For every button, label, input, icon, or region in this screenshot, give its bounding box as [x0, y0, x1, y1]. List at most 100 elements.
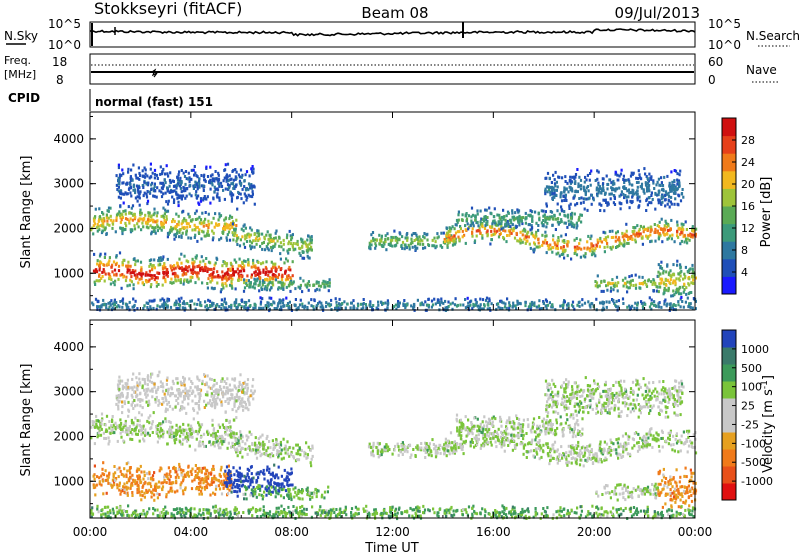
- heatmap-cell: [230, 482, 233, 486]
- heatmap-cell: [671, 180, 674, 184]
- heatmap-cell: [137, 468, 140, 472]
- heatmap-cell: [397, 300, 400, 303]
- heatmap-cell: [202, 224, 205, 228]
- heatmap-cell: [301, 302, 304, 306]
- heatmap-cell: [208, 299, 212, 303]
- heatmap-cell: [117, 277, 120, 281]
- heatmap-cell: [334, 306, 337, 310]
- heatmap-cell: [538, 245, 541, 249]
- heatmap-cell: [599, 301, 602, 305]
- heatmap-cell: [162, 225, 165, 229]
- heatmap-cell: [586, 185, 589, 188]
- heatmap-cell: [237, 444, 240, 448]
- heatmap-cell: [212, 275, 215, 279]
- heatmap-cell: [272, 239, 275, 243]
- heatmap-cell: [229, 484, 232, 488]
- heatmap-cell: [277, 273, 281, 277]
- heatmap-cell: [615, 305, 618, 309]
- heatmap-cell: [607, 182, 610, 186]
- heatmap-cell: [152, 226, 156, 230]
- heatmap-cell: [553, 182, 557, 186]
- heatmap-cell: [444, 306, 447, 310]
- heatmap-cell: [151, 491, 154, 495]
- heatmap-cell: [668, 184, 671, 188]
- heatmap-cell: [149, 414, 152, 418]
- heatmap-cell: [438, 300, 441, 304]
- heatmap-cell: [326, 281, 329, 284]
- heatmap-cell: [527, 223, 530, 227]
- heatmap-cell: [118, 210, 121, 214]
- heatmap-cell: [540, 307, 543, 311]
- heatmap-cell: [484, 208, 487, 212]
- heatmap-cell: [569, 202, 572, 206]
- nsky-panel: N.Sky 10^5 10^0 10^5 10^0 N.Search: [4, 17, 800, 52]
- heatmap-cell: [188, 265, 191, 269]
- heatmap-cell: [209, 165, 212, 169]
- heatmap-cell: [670, 218, 673, 222]
- heatmap-cell: [143, 304, 146, 308]
- heatmap-cell: [233, 185, 236, 189]
- heatmap-cell: [538, 307, 541, 311]
- heatmap-cell: [117, 304, 120, 308]
- heatmap-cell: [657, 237, 660, 241]
- heatmap-cell: [224, 222, 227, 226]
- heatmap-cell: [555, 180, 558, 184]
- heatmap-cell: [563, 241, 566, 244]
- heatmap-cell: [178, 299, 181, 303]
- heatmap-cell: [159, 428, 162, 432]
- heatmap-cell: [661, 184, 665, 187]
- heatmap-cell: [253, 245, 256, 249]
- heatmap-cell: [126, 430, 129, 434]
- heatmap-cell: [161, 485, 165, 489]
- heatmap-cell: [136, 222, 139, 226]
- heatmap-cell: [590, 193, 593, 197]
- heatmap-cell: [166, 172, 169, 176]
- heatmap-cell: [173, 301, 177, 305]
- heatmap-cell: [96, 262, 99, 266]
- heatmap-cell: [404, 236, 407, 240]
- heatmap-cell: [142, 225, 145, 229]
- heatmap-cell: [187, 280, 190, 284]
- heatmap-cell: [142, 437, 145, 441]
- heatmap-cell: [232, 238, 235, 242]
- heatmap-cell: [175, 428, 178, 432]
- heatmap-cell: [192, 268, 195, 272]
- heatmap-cell: [219, 181, 223, 185]
- heatmap-cell: [344, 306, 347, 310]
- heatmap-cell: [630, 235, 633, 239]
- heatmap-cell: [173, 264, 176, 268]
- heatmap-cell: [199, 435, 203, 439]
- heatmap-cell: [93, 442, 96, 446]
- heatmap-cell: [638, 228, 641, 231]
- heatmap-cell: [171, 227, 175, 231]
- heatmap-cell: [302, 241, 305, 245]
- heatmap-cell: [397, 305, 400, 309]
- heatmap-cell: [226, 475, 229, 478]
- heatmap-cell: [491, 222, 494, 226]
- heatmap-cell: [437, 235, 440, 239]
- heatmap-cell: [148, 211, 151, 215]
- heatmap-cell: [274, 231, 277, 235]
- heatmap-cell: [201, 266, 204, 270]
- heatmap-cell: [270, 286, 273, 290]
- heatmap-cell: [100, 277, 103, 280]
- heatmap-cell: [95, 419, 98, 423]
- heatmap-cell: [207, 474, 210, 478]
- heatmap-cell: [693, 275, 696, 279]
- heatmap-cell: [169, 228, 172, 232]
- colorbar-tick-label: 28: [741, 134, 755, 147]
- heatmap-cell: [95, 270, 99, 274]
- heatmap-cell: [212, 440, 215, 444]
- heatmap-cell: [301, 245, 304, 249]
- heatmap-cell: [223, 176, 226, 180]
- heatmap-cell: [669, 189, 672, 193]
- heatmap-cell: [161, 481, 164, 485]
- heatmap-cell: [634, 240, 637, 244]
- heatmap-cell: [306, 282, 309, 286]
- heatmap-cell: [113, 307, 116, 311]
- heatmap-cell: [190, 275, 193, 279]
- heatmap-cell: [156, 225, 160, 229]
- heatmap-cell: [207, 260, 211, 264]
- heatmap-cell: [158, 430, 161, 434]
- heatmap-cell: [405, 246, 408, 250]
